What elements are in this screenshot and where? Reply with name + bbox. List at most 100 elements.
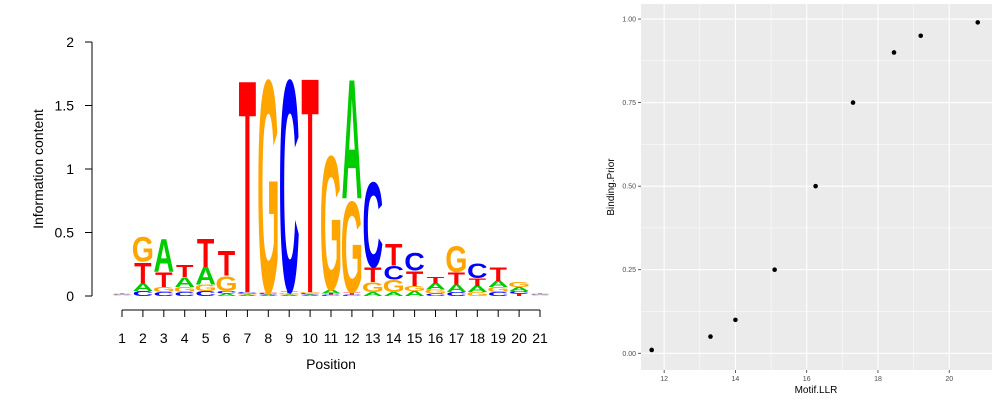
- logo-x-tick-label: 11: [324, 330, 339, 346]
- logo-x-tick-label: 13: [365, 330, 381, 346]
- logo-letter-C: C: [467, 260, 488, 284]
- logo-letter-C: C: [446, 291, 467, 297]
- logo-letter-C: C: [488, 291, 509, 297]
- sequence-logo-chart: 00.511.52 1 2 3 4 5 6 7 8 9 10 11 12 13 14 15 16 17 18 19 2…: [30, 15, 551, 372]
- logo-letter-A: A: [174, 275, 195, 291]
- logo-letter-C: C: [195, 290, 216, 298]
- scatter-y-axis: 0.00 0.25 0.50 0.75 1.00: [622, 17, 641, 358]
- scatter-gridlines: [641, 4, 992, 370]
- logo-letter-G: G: [487, 286, 509, 294]
- logo-y-tick-label: 0.5: [55, 225, 75, 241]
- logo-letter-T: T: [406, 267, 424, 291]
- logo-x-tick-label: 21: [532, 330, 548, 346]
- logo-y-axis-label: Information content: [30, 109, 46, 229]
- logo-letter-A: A: [383, 291, 404, 297]
- scatter-y-tick-label: 0.75: [622, 100, 636, 107]
- scatter-point: [918, 33, 924, 39]
- scatter-points: [649, 20, 981, 353]
- logo-x-tick-label: 18: [470, 330, 486, 346]
- scatter-point: [708, 334, 713, 339]
- logo-x-tick-label: 15: [407, 330, 423, 346]
- logo-letter-G: G: [236, 293, 258, 295]
- logo-letter-G: G: [174, 286, 196, 294]
- logo-letter-A: A: [321, 289, 342, 295]
- logo-letter-A: A: [488, 280, 509, 290]
- logo-letter-A: A: [237, 295, 258, 297]
- logo-letter-G: G: [153, 286, 175, 294]
- logo-letter-C: C: [362, 157, 383, 293]
- logo-y-tick-label: 1.5: [55, 98, 75, 114]
- logo-letter-G: G: [466, 291, 488, 297]
- logo-letter-C: C: [300, 293, 321, 295]
- logo-letter-G: G: [424, 289, 446, 295]
- logo-letter-T: T: [113, 293, 131, 294]
- scatter-x-tick-label: 20: [945, 376, 953, 383]
- logo-letter-G: G: [341, 175, 363, 321]
- logo-letter-T: T: [280, 291, 298, 295]
- logo-letter-C: C: [342, 295, 363, 297]
- scatter-x-tick-label: 16: [803, 376, 811, 383]
- logo-letter-A: A: [530, 295, 551, 296]
- logo-letter-A: A: [467, 285, 488, 295]
- logo-letter-C: C: [216, 291, 237, 295]
- logo-letter-C: C: [383, 263, 404, 284]
- logo-letter-C: C: [321, 295, 342, 297]
- logo-x-tick-label: 2: [139, 330, 147, 346]
- logo-letter-C: C: [258, 293, 279, 295]
- scatter-point: [891, 50, 897, 55]
- logo-x-tick-label: 16: [428, 330, 444, 346]
- logo-letter-G: G: [508, 281, 530, 289]
- logo-y-tick-label: 1: [66, 161, 74, 177]
- logo-letter-T: T: [155, 269, 173, 293]
- logo-letter-T: T: [448, 270, 466, 289]
- logo-letter-C: C: [174, 291, 195, 297]
- logo-letter-T: T: [197, 231, 215, 276]
- logo-x-tick-label: 12: [344, 330, 360, 346]
- logo-letter-G: G: [299, 292, 321, 294]
- logo-letter-T: T: [427, 276, 445, 286]
- scatter-y-axis-label: Binding.Prior: [606, 158, 617, 216]
- logo-letter-G: G: [257, 16, 279, 357]
- logo-letter-T: T: [322, 293, 340, 295]
- logo-letter-A: A: [279, 295, 300, 297]
- scatter-point: [975, 20, 981, 25]
- scatter-point: [772, 267, 777, 273]
- logo-letter-C: C: [530, 294, 551, 295]
- logo-letter-G: G: [529, 294, 551, 295]
- logo-x-tick-label: 4: [181, 330, 189, 346]
- scatter-point: [649, 347, 654, 353]
- scatter-chart: 0.00 0.25 0.50 0.75 1.00 12 14 16 18 20 Binding.…: [606, 4, 992, 396]
- logo-letter-G: G: [278, 293, 300, 295]
- logo-letter-A: A: [342, 43, 363, 234]
- logo-letter-C: C: [279, 16, 300, 355]
- logo-letter-G: G: [194, 283, 216, 293]
- logo-letter-C: C: [425, 293, 446, 297]
- logo-x-tick-label: 6: [223, 330, 231, 346]
- scatter-y-tick-label: 0.00: [622, 351, 636, 358]
- scatter-x-axis-label: Motif.LLR: [795, 385, 838, 396]
- logo-y-tick-label: 0: [66, 288, 74, 304]
- logo-letter-G: G: [132, 230, 154, 270]
- logo-letter-T: T: [260, 292, 278, 294]
- logo-letter-A: A: [258, 295, 279, 297]
- logo-letter-T: T: [469, 277, 486, 289]
- logo-letter-G: G: [403, 285, 425, 293]
- logo-letter-A: A: [195, 262, 216, 290]
- logo-x-tick-label: 10: [302, 330, 318, 346]
- logo-letter-A: A: [216, 293, 237, 297]
- logo-x-tick-label: 7: [244, 330, 252, 346]
- scatter-point: [733, 317, 738, 323]
- logo-letter-A: A: [112, 295, 133, 296]
- logo-letter-A: A: [425, 282, 446, 292]
- logo-x-tick-label: 17: [449, 330, 465, 346]
- logo-letter-C: C: [404, 248, 425, 276]
- logo-y-tick-label: 2: [66, 34, 74, 50]
- logo-letter-A: A: [404, 290, 425, 298]
- logo-letter-T: T: [489, 264, 507, 285]
- logo-x-tick-label: 19: [490, 330, 506, 346]
- logo-x-tick-label: 1: [118, 330, 126, 346]
- scatter-point: [850, 100, 856, 105]
- logo-letter-A: A: [509, 286, 530, 292]
- logo-letter-T: T: [385, 238, 403, 273]
